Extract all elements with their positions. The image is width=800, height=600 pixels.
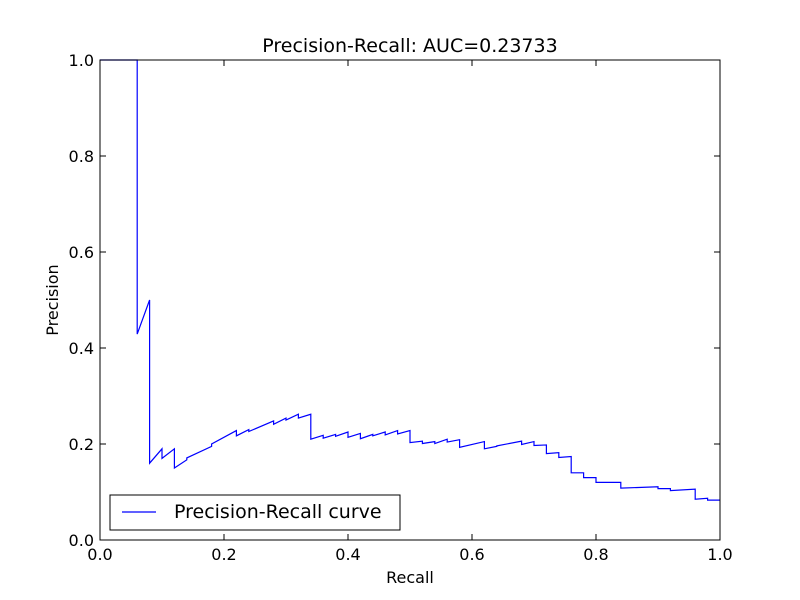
- y-tick-label: 0.0: [69, 531, 94, 550]
- x-tick-label: 0.6: [459, 545, 484, 564]
- y-tick-label: 0.6: [69, 243, 94, 262]
- y-tick-label: 0.8: [69, 147, 94, 166]
- y-tick-label: 0.4: [69, 339, 94, 358]
- y-axis-label: Precision: [43, 264, 62, 335]
- legend-label: Precision-Recall curve: [174, 501, 382, 523]
- x-tick-label: 0.2: [211, 545, 236, 564]
- x-tick-label: 0.8: [583, 545, 608, 564]
- x-tick-label: 0.4: [335, 545, 360, 564]
- y-tick-label: 0.2: [69, 435, 94, 454]
- x-axis-label: Recall: [386, 568, 434, 587]
- y-tick-label: 1.0: [69, 51, 94, 70]
- legend: Precision-Recall curve: [110, 495, 400, 530]
- chart-title: Precision-Recall: AUC=0.23733: [262, 35, 557, 57]
- x-tick-label: 1.0: [707, 545, 732, 564]
